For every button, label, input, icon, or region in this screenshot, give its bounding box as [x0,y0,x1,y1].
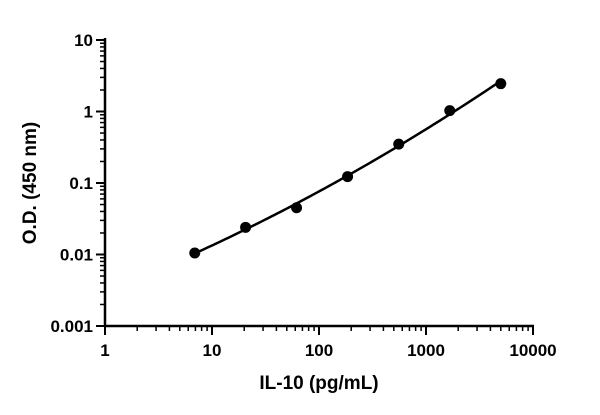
y-tick-label: 10 [74,31,93,50]
data-point [189,247,201,259]
y-axis-title: O.D. (450 nm) [20,122,41,244]
x-tick-label: 10000 [509,341,556,360]
x-tick-label: 1 [100,341,109,360]
data-points-layer [189,78,507,259]
x-tick-label: 10 [203,341,222,360]
x-tick-label: 1000 [407,341,445,360]
data-point [240,221,252,233]
data-point [291,202,303,214]
axes: 1 10 100 1000 10000 0.001 0.01 0.1 1 10 [50,31,556,360]
data-point [393,138,405,150]
y-tick-label: 1 [84,103,93,122]
y-tick-label: 0.1 [69,174,93,193]
y-tick-label: 0.001 [50,317,93,336]
data-point [342,171,354,183]
x-tick-label: 100 [305,341,333,360]
data-point [495,78,507,90]
data-point [444,105,456,117]
x-axis-title: IL-10 (pg/mL) [259,373,378,394]
y-tick-label: 0.01 [60,246,93,265]
